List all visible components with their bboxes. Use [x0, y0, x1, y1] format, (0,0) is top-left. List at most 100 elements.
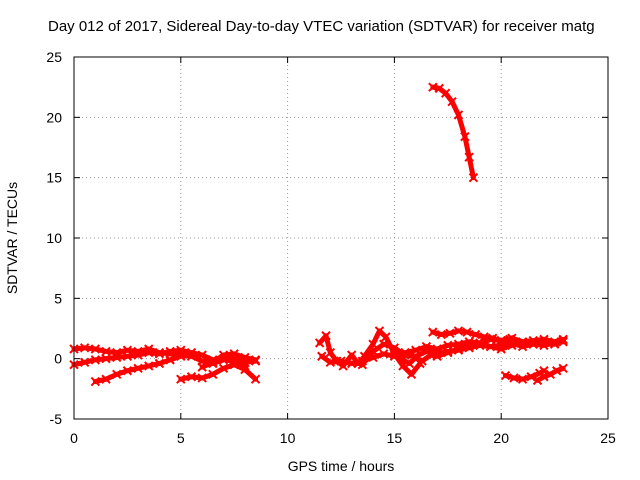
x-tick-label: 25 — [600, 430, 616, 446]
data-point — [90, 376, 101, 387]
x-axis-label: GPS time / hours — [288, 458, 395, 474]
data-point — [197, 373, 207, 383]
data-point — [154, 358, 165, 369]
data-point — [176, 351, 186, 361]
data-point — [133, 363, 143, 374]
data-point — [346, 358, 357, 369]
data-point — [112, 369, 122, 380]
axes: 0 5 10 15 20 25 -5 0 5 10 15 20 25 — [46, 49, 616, 446]
data-point — [176, 374, 186, 384]
data-point — [505, 334, 515, 345]
data-point — [314, 338, 325, 348]
data-point — [460, 131, 470, 142]
data-point — [485, 341, 496, 352]
data-point — [464, 152, 474, 162]
data-point — [462, 327, 472, 337]
data-point — [453, 110, 464, 120]
data-point — [500, 370, 511, 381]
data-point — [186, 372, 197, 382]
data-point — [321, 331, 331, 341]
series-track-j — [430, 328, 513, 344]
data-point — [468, 172, 479, 183]
x-tick-label: 15 — [387, 430, 403, 446]
data-point — [545, 369, 556, 380]
data-point — [447, 96, 457, 107]
data-point — [317, 351, 327, 361]
data-point — [79, 343, 90, 353]
data-point — [464, 341, 474, 352]
data-point — [445, 328, 455, 339]
data-point — [379, 349, 389, 359]
data-point — [496, 335, 506, 346]
data-point — [526, 372, 536, 382]
data-point — [434, 83, 444, 94]
data-point — [470, 329, 481, 340]
data-point — [325, 347, 336, 358]
x-tick-label: 5 — [177, 430, 185, 446]
data-point — [443, 347, 453, 358]
chart-title: Day 012 of 2017, Sidereal Day-to-day VTE… — [48, 18, 595, 35]
data-point — [133, 350, 143, 360]
data-point — [90, 355, 101, 365]
data-point — [379, 339, 389, 349]
data-point — [558, 363, 568, 374]
data-point — [165, 355, 175, 365]
data-point — [381, 332, 391, 342]
y-tick-label: 5 — [54, 290, 62, 306]
data-point — [532, 375, 543, 386]
grid-lines — [74, 57, 608, 419]
data-point — [229, 349, 239, 359]
data-point — [90, 344, 101, 354]
x-tick-label: 0 — [70, 430, 78, 446]
data-point — [218, 350, 229, 360]
data-point — [240, 364, 250, 375]
data-point — [428, 327, 438, 337]
data-point — [101, 346, 111, 357]
data-point — [453, 326, 464, 336]
data-point — [250, 355, 261, 365]
data-point — [144, 361, 154, 371]
y-tick-label: 10 — [46, 230, 62, 246]
data-point — [440, 88, 451, 98]
data-point — [417, 356, 427, 366]
data-point — [208, 369, 218, 380]
data-point — [208, 357, 218, 367]
data-point — [475, 339, 485, 349]
data-point — [186, 347, 197, 358]
data-point — [389, 351, 400, 361]
data-point — [552, 366, 562, 376]
data-point — [229, 359, 239, 370]
y-tick-label: -5 — [50, 411, 63, 427]
data-point — [144, 347, 154, 358]
data-point — [398, 355, 408, 365]
data-point — [539, 372, 549, 382]
data-point — [517, 374, 528, 384]
data-point — [122, 366, 133, 376]
y-tick-label: 15 — [46, 170, 62, 186]
data-point — [432, 351, 442, 361]
data-point — [197, 362, 207, 372]
data-point — [389, 343, 400, 353]
data-point — [517, 341, 528, 352]
data-point — [509, 373, 519, 383]
data-point — [368, 346, 378, 357]
data-point — [549, 339, 560, 349]
data-point — [101, 374, 111, 384]
y-tick-label: 0 — [54, 351, 62, 367]
data-point — [436, 329, 447, 340]
x-tick-label: 10 — [280, 430, 296, 446]
data-point — [346, 350, 357, 360]
y-axis-label: SDTVAR / TECUs — [4, 182, 20, 294]
data-point — [79, 357, 90, 367]
data-point — [406, 369, 417, 380]
data-point — [487, 333, 498, 343]
data-point — [325, 357, 336, 367]
data-series — [69, 82, 568, 387]
data-point — [112, 352, 122, 363]
data-point — [154, 349, 165, 359]
y-tick-label: 20 — [46, 109, 62, 125]
data-point — [101, 353, 111, 364]
data-point — [240, 352, 250, 363]
y-tick-label: 25 — [46, 49, 62, 65]
data-point — [479, 332, 489, 342]
